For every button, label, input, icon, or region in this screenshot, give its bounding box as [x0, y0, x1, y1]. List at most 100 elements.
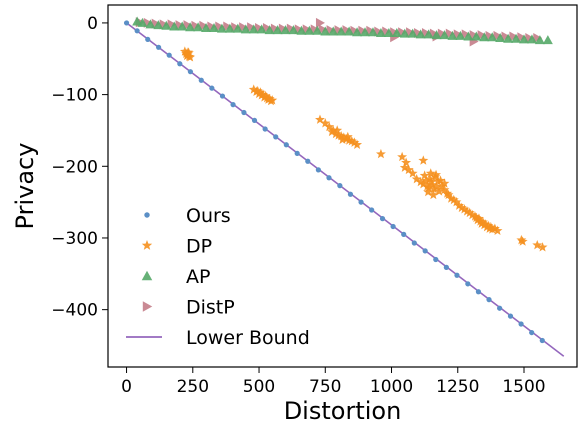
ap-point	[391, 27, 402, 37]
ap-point	[232, 23, 243, 33]
dp-point	[352, 139, 363, 149]
ours-point	[315, 167, 321, 173]
ours-point	[134, 28, 140, 34]
ours-point	[326, 175, 332, 181]
legend-label-ours: Ours	[186, 205, 231, 227]
ours-point	[433, 256, 439, 263]
dp-point	[252, 85, 263, 96]
dp-point	[517, 236, 528, 246]
distp-point	[262, 22, 272, 33]
distp-point	[461, 29, 471, 40]
ours-point	[411, 240, 417, 246]
dp-point	[428, 189, 439, 200]
ours-point	[422, 248, 428, 254]
ours-point	[369, 207, 375, 213]
y-tick-label: −400	[51, 301, 98, 321]
distp-point	[239, 22, 249, 33]
distp-point	[509, 31, 519, 42]
distp-point	[231, 22, 241, 33]
dp-point	[411, 173, 422, 184]
dp-point	[336, 130, 347, 141]
ours-point	[273, 134, 279, 140]
ap-point	[296, 25, 307, 35]
ours-point	[539, 337, 545, 344]
dp-point	[397, 151, 408, 162]
distp-point	[286, 23, 296, 34]
y-axis: 0 −100 −200 −300 −400	[51, 14, 108, 321]
ap-point	[248, 24, 259, 34]
ap-point	[383, 27, 394, 37]
distp-point	[366, 25, 376, 36]
dp-point	[403, 164, 414, 175]
ours-point	[251, 117, 258, 124]
dp-point	[442, 188, 453, 198]
ours-point	[305, 158, 311, 164]
distp-point	[255, 22, 265, 33]
x-tick-label: 1250	[436, 377, 479, 397]
distp-point	[247, 22, 257, 33]
dp-point	[443, 189, 454, 200]
legend-label-distp: DistP	[186, 297, 235, 319]
ours-point	[475, 289, 482, 295]
ap-point	[463, 31, 474, 41]
distp-point	[493, 30, 503, 41]
dp-point	[464, 207, 475, 218]
legend-swatch-ap	[141, 270, 153, 281]
dp-point	[407, 168, 418, 178]
ours-point	[347, 191, 354, 197]
distp-point	[334, 25, 344, 36]
ap-point	[328, 26, 339, 36]
distp-point	[501, 31, 511, 42]
dp-point	[338, 132, 349, 142]
dp-point	[425, 168, 436, 178]
chart-marks	[123, 16, 565, 357]
distp-point	[525, 32, 535, 43]
distp-point	[302, 24, 312, 35]
ap-point	[431, 30, 442, 40]
dp-point	[346, 136, 357, 146]
distp-point	[382, 26, 392, 37]
dp-point	[431, 181, 442, 192]
ap-point	[375, 27, 386, 37]
dp-point	[422, 181, 433, 191]
distp-point	[453, 29, 463, 40]
ours-point	[507, 313, 514, 319]
ap-point	[479, 32, 490, 42]
distp-point	[191, 20, 201, 31]
ap-point	[153, 20, 164, 30]
dp-point	[258, 89, 268, 99]
dp-point	[459, 204, 470, 214]
ap-point	[208, 22, 219, 32]
dp-point	[436, 181, 447, 191]
distp-point	[485, 30, 495, 41]
ap-point	[487, 32, 498, 42]
dp-point	[264, 93, 275, 104]
ours-point	[379, 216, 386, 222]
ours-point	[358, 199, 364, 205]
ap-point	[185, 22, 196, 32]
dp-point	[315, 114, 325, 124]
x-tick-label: 500	[243, 377, 275, 397]
dp-point	[537, 242, 548, 252]
ap-point	[423, 29, 434, 39]
dp-point	[462, 206, 472, 216]
dp-point	[451, 196, 462, 207]
dp-point	[439, 178, 450, 188]
ap-point	[352, 27, 363, 37]
ours-point	[230, 102, 236, 108]
ours-point	[443, 264, 449, 270]
dp-point	[330, 128, 341, 139]
ap-point	[447, 30, 458, 40]
ours-point	[337, 183, 343, 189]
dp-point	[467, 209, 478, 220]
legend-swatch-dp	[141, 240, 153, 250]
ap-point	[439, 30, 450, 40]
distp-point	[342, 25, 352, 36]
ap-point	[367, 27, 378, 37]
ap-point	[256, 24, 267, 34]
distp-point	[315, 17, 325, 28]
ap-point	[415, 29, 426, 39]
x-tick-label: 250	[177, 377, 209, 397]
y-axis-title: Privacy	[11, 143, 39, 230]
